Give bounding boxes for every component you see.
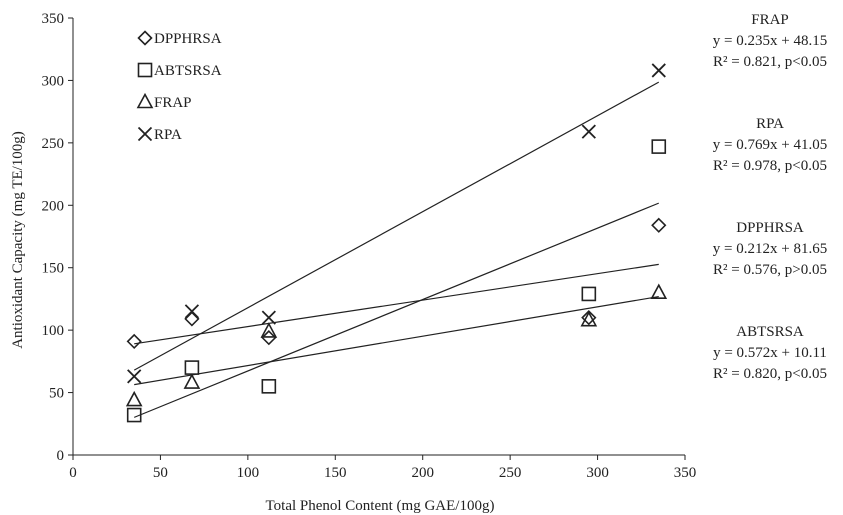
point-frap: [183, 373, 201, 389]
point-frap: [125, 390, 143, 407]
annotation-name-rpa: RPA: [756, 116, 784, 132]
annotation-equation-rpa: y = 0.769x + 41.05: [713, 137, 827, 153]
point-frap: [260, 322, 278, 338]
trendline-dpphrsa: [134, 263, 659, 345]
x-tick-label: 250: [499, 465, 522, 481]
cross-stroke: [184, 304, 200, 319]
y-tick-label: 50: [49, 386, 64, 402]
annotation-r2-dpphrsa: R² = 0.576, p>0.05: [713, 262, 827, 278]
x-tick-label: 350: [674, 465, 697, 481]
annotation-equation-abtsrsa: y = 0.572x + 10.11: [713, 345, 827, 361]
axes: 0 50 100 150 200 250 300 350 0 50 100 150 200 250 300 3…: [42, 11, 697, 481]
x-tick-label: 50: [153, 465, 168, 481]
point-dpphrsa: [184, 311, 200, 327]
annotation-equation-dpphrsa: y = 0.212x + 81.65: [713, 241, 827, 257]
point-rpa: [261, 310, 276, 325]
legend-marker-frap: [136, 92, 154, 109]
annotation-r2-frap: R² = 0.821, p<0.05: [713, 54, 827, 70]
point-dpphrsa: [581, 310, 597, 326]
annotation-name-dpphrsa: DPPHRSA: [736, 220, 804, 236]
y-tick-label: 300: [42, 73, 65, 89]
y-tick-label: 350: [42, 11, 65, 27]
point-dpphrsa: [126, 333, 142, 350]
cross-stroke: [581, 124, 596, 139]
legend-label-rpa: RPA: [154, 127, 182, 143]
point-rpa: [127, 369, 142, 384]
cross-stroke: [137, 126, 153, 142]
legend: DPPHRSA ABTSRSA FRAP RPA: [136, 30, 222, 143]
legend-marker-dpphrsa: [137, 30, 153, 46]
equation-annotations: FRAP y = 0.235x + 48.15 R² = 0.821, p<0.05…: [713, 12, 827, 382]
point-dpphrsa: [261, 330, 277, 346]
y-tick-label: 200: [42, 198, 65, 214]
point-rpa: [581, 124, 596, 139]
point-rpa: [651, 63, 666, 78]
cross-stroke: [651, 63, 666, 78]
trendline-frap: [134, 295, 659, 386]
y-tick-label: 100: [42, 323, 65, 339]
point-abtsrsa: [581, 286, 597, 302]
x-tick-label: 100: [237, 465, 260, 481]
point-abtsrsa: [126, 407, 142, 423]
trendlines: [133, 81, 660, 418]
legend-label-dpphrsa: DPPHRSA: [154, 31, 222, 47]
annotation-r2-abtsrsa: R² = 0.820, p<0.05: [713, 366, 827, 382]
trendline-rpa: [133, 81, 660, 371]
annotation-name-abtsrsa: ABTSRSA: [736, 324, 804, 340]
legend-marker-rpa: [137, 126, 153, 142]
legend-marker-abtsrsa: [137, 62, 153, 78]
annotation-r2-rpa: R² = 0.978, p<0.05: [713, 158, 827, 174]
point-rpa: [184, 304, 200, 319]
point-abtsrsa: [184, 360, 200, 375]
y-tick-label: 150: [42, 261, 65, 277]
trendline-abtsrsa: [133, 202, 659, 418]
x-axis-title: Total Phenol Content (mg GAE/100g): [266, 498, 495, 514]
x-tick-label: 150: [324, 465, 347, 481]
cross-stroke: [127, 369, 142, 384]
x-tick-label: 0: [69, 465, 77, 481]
point-dpphrsa: [651, 217, 667, 233]
x-tick-label: 300: [586, 465, 609, 481]
y-tick-label: 0: [57, 448, 65, 464]
legend-label-frap: FRAP: [154, 95, 192, 111]
point-abtsrsa: [651, 139, 667, 154]
data-markers: [125, 63, 668, 423]
cross-stroke: [261, 310, 276, 325]
y-tick-label: 250: [42, 136, 65, 152]
x-tick-label: 200: [411, 465, 434, 481]
y-axis-title: Antioxidant Capacity (mg TE/100g): [10, 131, 26, 349]
point-abtsrsa: [261, 379, 277, 394]
point-frap: [650, 283, 668, 299]
annotation-equation-frap: y = 0.235x + 48.15: [713, 33, 827, 49]
point-frap: [580, 310, 598, 327]
legend-label-abtsrsa: ABTSRSA: [154, 63, 222, 79]
annotation-name-frap: FRAP: [751, 12, 789, 28]
